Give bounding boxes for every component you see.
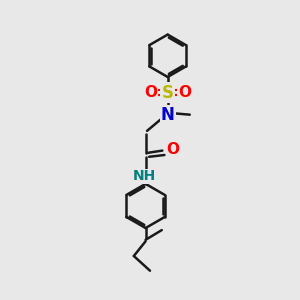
Text: O: O xyxy=(144,85,157,100)
Text: N: N xyxy=(161,106,175,124)
Text: S: S xyxy=(162,84,174,102)
Text: NH: NH xyxy=(133,169,156,184)
Text: O: O xyxy=(166,142,179,157)
Text: O: O xyxy=(178,85,191,100)
